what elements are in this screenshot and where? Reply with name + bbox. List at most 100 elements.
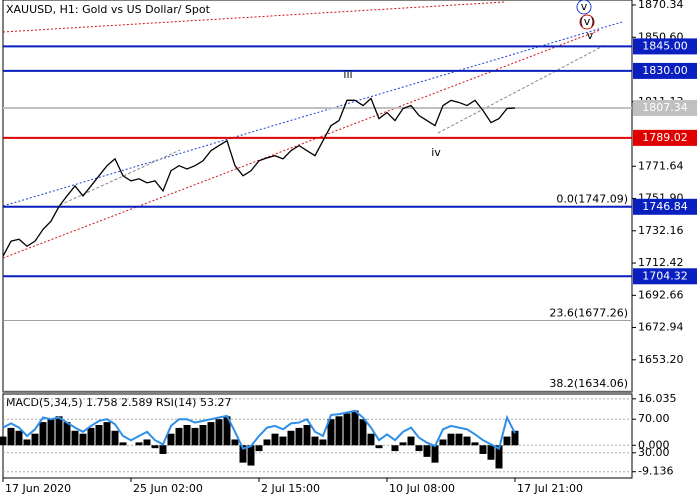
y-tick-label: 1712.42 [638, 256, 684, 269]
histogram-bar [303, 424, 311, 446]
y-tick-label: 70.00 [638, 412, 670, 425]
histogram-bar [135, 442, 143, 446]
chart-title: XAUUSD, H1: Gold vs US Dollar/ Spot [6, 3, 211, 16]
level-label: 1807.34 [642, 101, 688, 114]
y-tick-label: 30.00 [638, 446, 670, 459]
histogram-bar [159, 445, 167, 454]
fib-label: 0.0(1747.09) [556, 192, 628, 205]
histogram-bar [495, 445, 503, 469]
histogram-bar [231, 439, 239, 446]
histogram-bar [39, 422, 47, 446]
histogram-bar [375, 445, 383, 449]
histogram-bar [423, 445, 431, 457]
y-tick-label: 1771.64 [638, 159, 684, 172]
histogram-bar [415, 445, 423, 452]
fib-label: 23.6(1677.26) [549, 306, 628, 319]
indicator-panel [2, 393, 633, 479]
level-label: 1704.32 [642, 269, 688, 282]
histogram-bar [207, 422, 215, 446]
histogram-bar [359, 419, 367, 446]
histogram-bar [215, 419, 223, 446]
x-tick-label: 17 Jun 2020 [5, 482, 71, 495]
level-box [633, 99, 697, 116]
y-tick-label: 16.035 [638, 392, 677, 405]
wave-label: iii [343, 68, 352, 81]
wave-line [59, 149, 181, 206]
histogram-bar [143, 439, 151, 446]
wave-label: v [587, 29, 594, 42]
y-tick-label: -9.136 [638, 465, 673, 478]
histogram-bar [287, 430, 295, 446]
x-tick-label: 17 Jul 21:00 [517, 482, 583, 495]
wave-line [437, 44, 606, 134]
histogram-bar [79, 433, 87, 446]
wave-label: v [581, 0, 588, 13]
histogram-bar [31, 433, 39, 446]
histogram-bar [471, 442, 479, 446]
wave-circle [576, 0, 592, 15]
fib-label: 38.2(1634.06) [549, 377, 628, 390]
y-tick-label: 1732.16 [638, 224, 684, 237]
indicator-title: MACD(5,34,5) 1.758 2.589 RSI(14) 53.27 [6, 396, 231, 409]
histogram-bar [239, 445, 247, 463]
histogram-bar [367, 433, 375, 446]
histogram-bar [71, 430, 79, 446]
histogram-bar [263, 439, 271, 446]
y-tick-label: 1653.20 [638, 353, 684, 366]
histogram-bar [295, 427, 303, 446]
level-label: 1830.00 [642, 64, 688, 77]
level-box [633, 268, 697, 285]
histogram-bar [95, 424, 103, 446]
x-tick-label: 10 Jul 08:00 [389, 482, 455, 495]
histogram-bar [503, 436, 511, 446]
histogram-bar [511, 430, 519, 446]
y-tick-label: 1672.94 [638, 321, 684, 334]
histogram-bar [463, 436, 471, 446]
level-label: 1845.00 [642, 39, 688, 52]
trend-lines [2, 1, 623, 259]
level-box [633, 38, 697, 55]
y-tick-label: 0.000 [638, 438, 670, 451]
histogram-bar [335, 416, 343, 446]
x-tick-label: 2 Jul 15:00 [261, 482, 320, 495]
histogram-bar [175, 427, 183, 446]
y-tick-label: 1870.34 [638, 0, 684, 11]
histogram-bar [0, 436, 7, 446]
histogram-bar [327, 419, 335, 446]
wave-label: (v) [579, 15, 594, 28]
histogram-bar [487, 445, 495, 460]
level-box [633, 198, 697, 215]
histogram-bar [343, 413, 351, 446]
histogram-bar [223, 416, 231, 446]
wave-label: iv [431, 146, 441, 159]
x-tick-label: 25 Jun 02:00 [133, 482, 203, 495]
histogram-bar [15, 430, 23, 446]
histogram-bar [7, 427, 15, 446]
histogram-bar [391, 445, 399, 452]
level-box [633, 62, 697, 79]
y-tick-label: 1692.66 [638, 288, 684, 301]
histogram-bar [199, 424, 207, 446]
histogram-bar [119, 442, 127, 446]
histogram-bar [23, 439, 31, 446]
level-box [633, 129, 697, 146]
histogram-bar [191, 427, 199, 446]
histogram-bar [151, 445, 159, 449]
histogram-bar [455, 433, 463, 446]
histogram-bar [55, 416, 63, 446]
histogram-bar [479, 445, 487, 454]
histogram-bar [447, 433, 455, 446]
histogram-bar [103, 422, 111, 446]
histogram-bar [183, 424, 191, 446]
histogram-bar [407, 436, 415, 446]
histogram-bar [87, 427, 95, 446]
histogram-bar [247, 445, 255, 466]
histogram-bar [167, 433, 175, 446]
channel-line [2, 29, 601, 259]
histogram-bar [111, 430, 119, 446]
indicator-line [2, 409, 516, 451]
histogram-bar [47, 419, 55, 446]
histogram-bar [319, 439, 327, 446]
histogram-bar [399, 442, 407, 446]
